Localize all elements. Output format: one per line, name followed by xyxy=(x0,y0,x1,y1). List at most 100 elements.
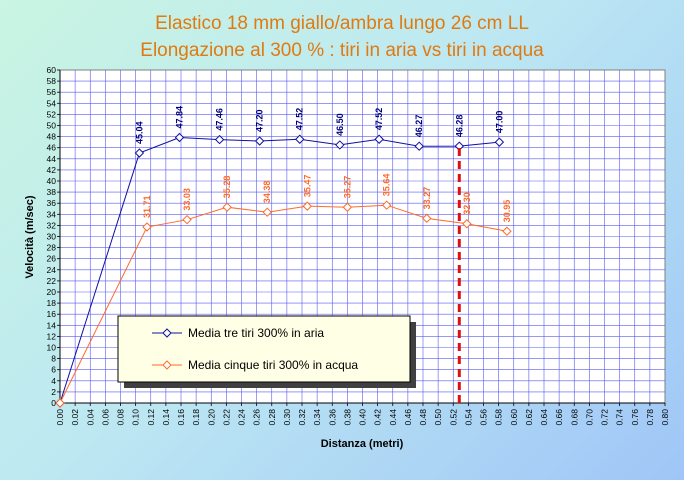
y-tick-label: 54 xyxy=(47,98,57,108)
x-tick-label: 0.16 xyxy=(176,409,186,426)
y-tick-label: 10 xyxy=(47,343,57,353)
y-tick-label: 22 xyxy=(47,276,57,286)
x-tick-label: 0.02 xyxy=(70,409,80,426)
data-label: 35.28 xyxy=(222,176,232,199)
series-layer: 45.04 47.84 47.46 47.20 47.52 46.50 47.52 46.27… xyxy=(55,106,512,408)
y-tick-label: 24 xyxy=(47,265,57,275)
data-point xyxy=(262,207,272,217)
data-label: 35.27 xyxy=(342,176,352,199)
x-tick-label: 0.38 xyxy=(342,409,352,426)
x-tick-label: 0.74 xyxy=(615,409,625,426)
data-label: 45.04 xyxy=(134,121,144,144)
data-label: 47.84 xyxy=(174,106,184,129)
y-tick-label: 0 xyxy=(51,398,56,408)
data-point xyxy=(414,141,424,151)
data-point xyxy=(462,219,472,229)
y-tick-label: 52 xyxy=(47,109,57,119)
chart-title-line1: Elastico 18 mm giallo/ambra lungo 26 cm … xyxy=(155,13,529,34)
y-tick-label: 8 xyxy=(51,354,56,364)
data-label: 35.47 xyxy=(302,175,312,198)
y-tick-label: 26 xyxy=(47,254,57,264)
data-point xyxy=(142,222,152,232)
y-tick-label: 60 xyxy=(47,65,57,75)
data-point xyxy=(422,213,432,224)
x-tick-label: 0.04 xyxy=(85,409,95,426)
data-label: 47.00 xyxy=(494,111,504,134)
legend-label-1: Media tre tiri 300% in aria xyxy=(188,326,324,340)
x-tick-label: 0.48 xyxy=(418,409,428,426)
y-tick-label: 56 xyxy=(47,87,57,97)
x-tick-label: 0.14 xyxy=(161,409,171,426)
data-point xyxy=(295,134,305,144)
data-point xyxy=(502,226,512,236)
x-tick-label: 0.10 xyxy=(131,409,141,426)
data-label: 47.52 xyxy=(295,108,305,131)
x-tick-label: 0.64 xyxy=(539,409,549,426)
x-tick-label: 0.44 xyxy=(388,409,398,426)
y-axis-title: Velocità (m/sec) xyxy=(24,195,36,278)
x-tick-label: 0.46 xyxy=(403,409,413,426)
data-point xyxy=(134,148,145,158)
x-tick-label: 0.26 xyxy=(252,409,262,426)
y-tick-label: 6 xyxy=(51,365,56,375)
legend-label-2: Media cinque tiri 300% in acqua xyxy=(188,358,358,372)
tick-labels: 0246810121416182022242628303234363840424… xyxy=(47,65,670,426)
x-tick-label: 0.22 xyxy=(221,409,231,426)
y-tick-label: 12 xyxy=(47,331,57,341)
data-label: 47.20 xyxy=(255,110,265,133)
y-tick-label: 28 xyxy=(47,243,57,253)
x-tick-label: 0.66 xyxy=(554,409,564,426)
data-point xyxy=(55,398,65,408)
y-tick-label: 42 xyxy=(47,165,57,175)
data-label: 47.46 xyxy=(215,108,225,131)
legend-items: Media tre tiri 300% in aria Media cinque … xyxy=(152,326,358,372)
y-tick-label: 30 xyxy=(47,232,57,242)
data-point xyxy=(381,200,392,210)
data-label: 46.50 xyxy=(335,113,345,136)
y-tick-label: 40 xyxy=(47,176,57,186)
x-tick-label: 0.52 xyxy=(448,409,458,426)
y-tick-label: 2 xyxy=(51,387,56,397)
x-tick-label: 0.60 xyxy=(509,409,519,426)
y-tick-label: 48 xyxy=(47,132,57,142)
data-point xyxy=(182,214,192,225)
x-tick-label: 0.68 xyxy=(569,409,579,426)
data-label: 47.52 xyxy=(374,108,384,131)
legend-marker-2 xyxy=(162,360,172,370)
y-tick-label: 46 xyxy=(47,143,57,153)
x-tick-label: 0.62 xyxy=(524,409,534,426)
data-point xyxy=(494,137,505,147)
data-label: 34.38 xyxy=(262,181,272,204)
x-tick-label: 0.32 xyxy=(297,409,307,426)
data-label: 31.71 xyxy=(142,195,152,218)
x-tick-label: 0.72 xyxy=(600,409,610,426)
y-tick-label: 50 xyxy=(47,121,57,131)
y-tick-label: 16 xyxy=(47,309,57,319)
x-tick-label: 0.08 xyxy=(116,409,126,426)
x-tick-label: 0.56 xyxy=(479,409,489,426)
x-tick-label: 0.00 xyxy=(55,409,65,426)
x-axis-title: Distanza (metri) xyxy=(321,438,404,450)
x-tick-label: 0.30 xyxy=(282,409,292,426)
y-tick-label: 58 xyxy=(47,76,57,86)
x-tick-label: 0.80 xyxy=(660,409,670,426)
data-label: 32.30 xyxy=(462,192,472,215)
chart-title-line2: Elongazione al 300 % : tiri in aria vs t… xyxy=(140,40,544,61)
x-tick-label: 0.12 xyxy=(146,409,156,426)
y-tick-label: 34 xyxy=(47,209,57,219)
y-tick-label: 36 xyxy=(47,198,57,208)
data-label: 33.27 xyxy=(422,187,432,210)
data-label: 46.27 xyxy=(414,115,424,138)
x-tick-label: 0.18 xyxy=(191,409,201,426)
x-tick-label: 0.50 xyxy=(433,409,443,426)
y-tick-label: 18 xyxy=(47,298,57,308)
x-tick-label: 0.58 xyxy=(494,409,504,426)
y-tick-label: 32 xyxy=(47,220,57,230)
data-point xyxy=(342,202,353,212)
y-tick-label: 20 xyxy=(47,287,57,297)
legend-marker-1 xyxy=(162,328,172,338)
data-label: 30.95 xyxy=(502,200,512,223)
y-tick-label: 44 xyxy=(47,154,57,164)
x-tick-label: 0.54 xyxy=(463,409,473,426)
